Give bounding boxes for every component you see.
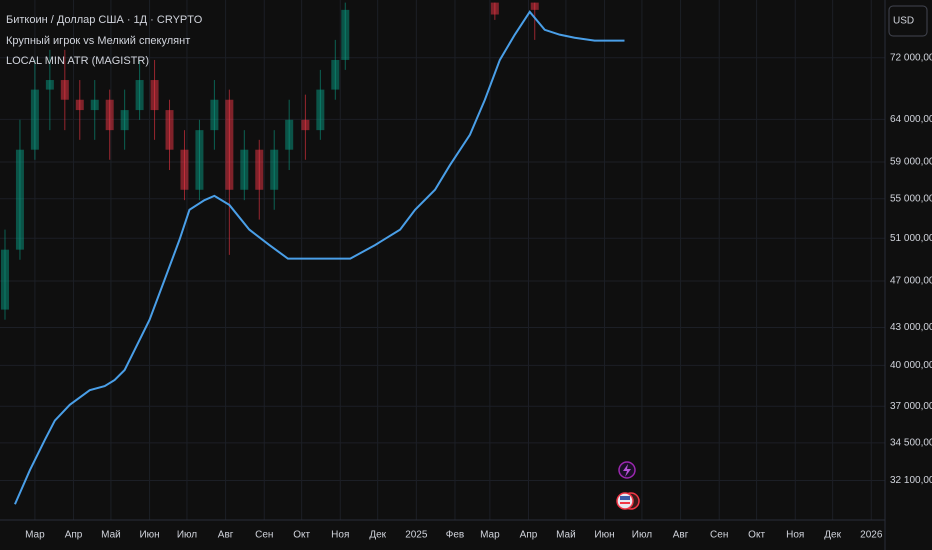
candle-body <box>285 119 294 150</box>
currency-label[interactable]: USD <box>893 16 914 27</box>
grid <box>0 0 885 520</box>
chart-title: Биткоин / Доллар США · 1Д · CRYPTO <box>6 14 203 26</box>
candle-body <box>135 80 144 111</box>
y-tick-label: 72 000,00 <box>890 52 932 63</box>
y-tick-label: 64 000,00 <box>890 114 932 125</box>
candle-body <box>150 80 159 111</box>
x-tick-label: Ноя <box>331 530 349 541</box>
candle-body <box>341 9 350 60</box>
candle-body <box>490 2 499 15</box>
x-tick-label: 2025 <box>405 530 428 541</box>
flag-icon <box>620 502 630 504</box>
y-tick-label: 51 000,00 <box>890 233 932 244</box>
x-tick-label: Июл <box>177 530 197 541</box>
candle-body <box>180 149 189 190</box>
candle-body <box>45 80 54 90</box>
x-tick-label: Июн <box>139 530 159 541</box>
indicator-name: Крупный игрок vs Мелкий спекулянт <box>6 35 190 47</box>
x-tick-label: Май <box>556 530 576 541</box>
candle-body <box>255 149 264 190</box>
indicator-line <box>14 10 625 505</box>
x-tick-label: Сен <box>710 530 728 541</box>
event-icons <box>616 461 640 510</box>
x-tick-label: Авг <box>673 530 689 541</box>
candle-body <box>30 89 39 150</box>
y-tick-label: 32 100,00 <box>890 475 932 486</box>
candle-body <box>60 80 69 100</box>
candle-body <box>240 149 249 190</box>
x-tick-label: Мар <box>480 530 500 541</box>
candle-body <box>195 130 204 190</box>
currency-button[interactable] <box>888 5 928 37</box>
indicator-name: LOCAL MIN ATR (MAGISTR) <box>6 55 149 67</box>
candle-body <box>225 99 234 190</box>
y-tick-label: 59 000,00 <box>890 157 932 168</box>
x-tick-label: Июл <box>632 530 652 541</box>
candle-body <box>210 99 219 131</box>
x-tick-label: Май <box>101 530 121 541</box>
x-tick-label: Апр <box>520 530 538 541</box>
y-tick-label: 34 500,00 <box>890 437 932 448</box>
flag-icon <box>620 496 630 500</box>
candle-body <box>165 110 174 150</box>
x-tick-label: Окт <box>748 530 765 541</box>
candle-body <box>301 119 310 131</box>
lightning-icon <box>623 464 631 477</box>
y-tick-label: 43 000,00 <box>890 322 932 333</box>
candle-body <box>15 149 24 250</box>
candle-body <box>270 149 279 190</box>
candle-body <box>105 99 114 131</box>
x-tick-label: Мар <box>25 530 45 541</box>
candle-body <box>331 59 340 90</box>
candle-body <box>316 89 325 131</box>
x-tick-label: Сен <box>255 530 273 541</box>
x-tick-label: Дек <box>369 530 386 541</box>
candle-body <box>120 110 129 131</box>
x-tick-label: Фев <box>446 530 464 541</box>
x-tick-label: Ноя <box>786 530 804 541</box>
y-tick-label: 40 000,00 <box>890 360 932 371</box>
y-tick-label: 55 000,00 <box>890 193 932 204</box>
y-tick-label: 47 000,00 <box>890 276 932 287</box>
x-tick-label: Авг <box>218 530 234 541</box>
x-tick-label: Апр <box>65 530 83 541</box>
y-tick-label: 37 000,00 <box>890 401 932 412</box>
x-tick-label: Июн <box>594 530 614 541</box>
candle-body <box>530 2 539 10</box>
candle-body <box>90 99 99 111</box>
plot-area <box>0 2 625 505</box>
x-tick-label: Дек <box>824 530 841 541</box>
candle-body <box>0 249 9 310</box>
event-icon[interactable] <box>616 492 634 510</box>
candle-body <box>75 99 84 111</box>
x-tick-label: 2026 <box>860 530 883 541</box>
x-tick-label: Окт <box>293 530 310 541</box>
